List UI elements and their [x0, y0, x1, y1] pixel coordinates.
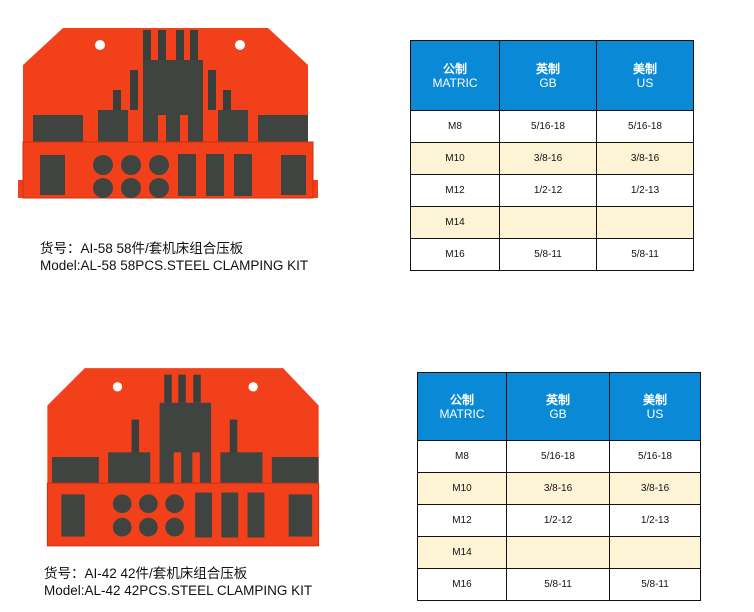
- table-row: M14: [410, 206, 694, 239]
- header-gb: 英制 GB: [506, 372, 610, 441]
- thread-spec-table: 公制 MATRIC 英制 GB 美制 US M8 5/16-18 5/16-18 M10 3…: [410, 40, 694, 271]
- kit-drawing: [18, 28, 318, 199]
- header-metric: 公制 MATRIC: [417, 372, 507, 441]
- caption-en: Model:AL-58 58PCS.STEEL CLAMPING KIT: [40, 258, 309, 273]
- product-caption: 货号：AI-42 42件/套机床组合压板 Model:AL-42 42PCS.S…: [44, 565, 312, 599]
- table-row: M16 5/8-11 5/8-11: [410, 238, 694, 271]
- table-row: M8 5/16-18 5/16-18: [410, 110, 694, 143]
- header-us: 美制 US: [609, 372, 701, 441]
- table-row: M14: [417, 536, 701, 569]
- table-row: M10 3/8-16 3/8-16: [410, 142, 694, 175]
- header-us: 美制 US: [596, 40, 694, 111]
- caption-cn: 货号：AI-42 42件/套机床组合压板: [44, 566, 248, 581]
- table-row: M8 5/16-18 5/16-18: [417, 440, 701, 473]
- header-metric: 公制 MATRIC: [410, 40, 500, 111]
- clamping-kit-image: [18, 28, 318, 199]
- table-row: M12 1/2-12 1/2-13: [417, 504, 701, 537]
- caption-en: Model:AL-42 42PCS.STEEL CLAMPING KIT: [44, 583, 313, 598]
- table-row: M16 5/8-11 5/8-11: [417, 568, 701, 601]
- caption-cn: 货号：AI-58 58件/套机床组合压板: [40, 241, 244, 256]
- table-row: M12 1/2-12 1/2-13: [410, 174, 694, 207]
- thread-spec-table: 公制 MATRIC 英制 GB 美制 US M8 5/16-18 5/16-18 M10 3…: [417, 372, 701, 601]
- header-gb: 英制 GB: [499, 40, 597, 111]
- kit-drawing: [46, 368, 320, 547]
- product-caption: 货号：AI-58 58件/套机床组合压板 Model:AL-58 58PCS.S…: [40, 240, 308, 274]
- table-row: M10 3/8-16 3/8-16: [417, 472, 701, 505]
- clamping-kit-image: [46, 368, 320, 547]
